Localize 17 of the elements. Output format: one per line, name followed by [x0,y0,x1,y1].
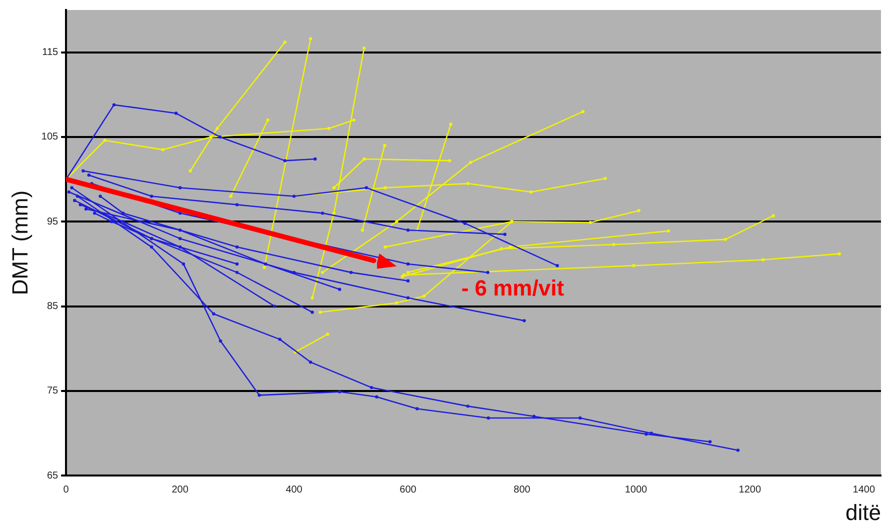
annotation: - 6 mm/vit [461,275,565,300]
y-axis-title: DMT (mm) [7,190,32,296]
x-tick-label: 0 [63,484,70,496]
x-tick-label: 400 [286,484,303,496]
y-tick-label: 65 [46,470,59,482]
y-tick-label: 75 [46,386,59,397]
x-tick-label: 200 [172,484,189,496]
x-tick-label: 1200 [738,484,762,496]
x-tick-label: 1000 [624,484,648,496]
y-tick-label: 95 [46,216,59,228]
x-tick-label: 800 [514,484,531,496]
x-axis-title: ditë [846,500,881,525]
x-tick-label: 1400 [852,484,876,496]
x-tick-label: 600 [400,484,417,496]
y-tick-label: 85 [46,301,59,312]
y-tick-label: 105 [41,132,59,143]
y-tick-label: 115 [42,47,59,58]
